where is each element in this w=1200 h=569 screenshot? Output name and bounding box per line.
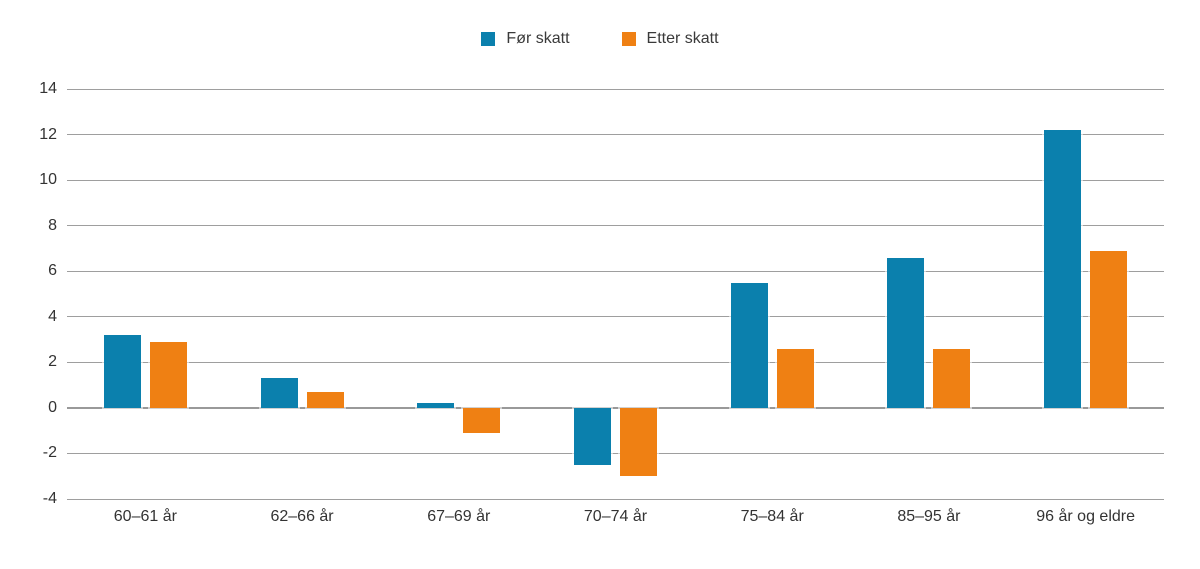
- bar: [417, 403, 455, 408]
- bar: [887, 257, 925, 408]
- bar: [260, 378, 298, 408]
- bar: [149, 341, 187, 408]
- y-tick-label: 2: [48, 353, 57, 371]
- bar: [463, 407, 501, 433]
- bar: [1044, 130, 1082, 408]
- y-axis: 14 12 10 8 6 4 2 0 -2 -4: [0, 81, 57, 507]
- legend-label-for-skatt: Før skatt: [506, 30, 570, 47]
- bar: [306, 391, 344, 408]
- y-tick-label: 14: [39, 80, 57, 97]
- bar: [776, 348, 814, 408]
- gridline: [67, 316, 1164, 318]
- y-tick-label: 6: [48, 262, 57, 280]
- x-axis-label: 67–69 år: [427, 508, 491, 525]
- bar-group: [224, 89, 381, 499]
- bar-group: [380, 89, 537, 499]
- y-tick-label: 10: [39, 171, 57, 189]
- bar-group: [1007, 89, 1164, 499]
- legend-item-etter-skatt: Etter skatt: [621, 30, 719, 48]
- gridline: [67, 498, 1164, 500]
- x-axis: 60–61 år 62–66 år 67–69 år 70–74 år 75–84 år…: [67, 508, 1164, 534]
- gridline: [67, 88, 1164, 90]
- bar-group: [537, 89, 694, 499]
- y-tick-label: -4: [42, 490, 57, 507]
- bar: [573, 407, 611, 465]
- y-tick-label: 4: [48, 307, 57, 325]
- x-axis-label: 85–95 år: [897, 508, 961, 525]
- x-axis-label: 75–84 år: [740, 508, 804, 525]
- y-tick-label: 8: [48, 216, 57, 234]
- bar: [619, 407, 657, 477]
- gridline: [67, 225, 1164, 227]
- gridline: [67, 361, 1164, 363]
- y-tick-label: 12: [39, 125, 57, 143]
- x-axis-label: 70–74 år: [583, 508, 648, 525]
- y-tick-label: 0: [48, 398, 57, 416]
- bar-group: [694, 89, 851, 499]
- chart-legend: Før skatt Etter skatt: [0, 30, 1200, 48]
- x-axis-label: 96 år og eldre: [1036, 508, 1135, 525]
- legend-swatch-for-skatt-icon: [481, 32, 496, 46]
- zero-gridline: [67, 406, 1164, 409]
- gridline: [67, 134, 1164, 136]
- bar: [1090, 250, 1128, 408]
- bar-group: [851, 89, 1008, 499]
- y-tick-label: -2: [42, 444, 57, 462]
- plot-area: [67, 88, 1164, 500]
- bar-group: [67, 89, 224, 499]
- legend-label-etter-skatt: Etter skatt: [646, 30, 719, 47]
- gridline: [67, 179, 1164, 181]
- bar: [103, 335, 141, 408]
- x-axis-label: 60–61 år: [113, 508, 177, 525]
- bar: [933, 348, 971, 408]
- gridline: [67, 270, 1164, 272]
- legend-item-for-skatt: Før skatt: [481, 30, 570, 48]
- bar: [730, 282, 768, 408]
- gridline: [67, 452, 1164, 454]
- legend-swatch-etter-skatt-icon: [621, 32, 636, 46]
- x-axis-label: 62–66 år: [270, 508, 334, 525]
